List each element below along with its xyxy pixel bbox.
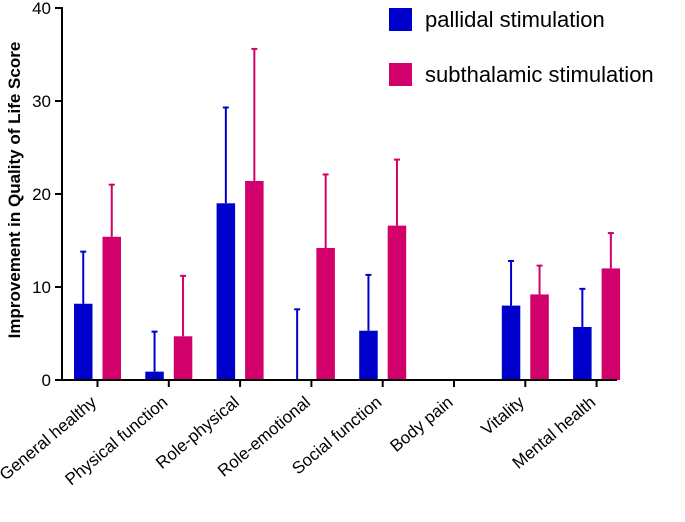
bar-subthalamic <box>316 247 335 380</box>
bar-pallidal <box>145 371 164 380</box>
bar-pallidal <box>216 203 236 380</box>
bar-subthalamic <box>387 225 407 380</box>
y-tick-label: 40 <box>32 0 51 18</box>
y-axis-title: Improvement in Quality of Life Score <box>5 42 24 339</box>
y-tick-label: 30 <box>32 92 51 111</box>
x-tick-label: Body pain <box>386 393 456 456</box>
bar-subthalamic <box>601 268 621 380</box>
bar-subthalamic <box>102 236 121 380</box>
legend-label: pallidal stimulation <box>425 7 605 32</box>
bar-pallidal <box>74 303 93 380</box>
y-ticks: 0 10 20 30 40 <box>32 0 62 390</box>
legend-swatch <box>389 8 412 31</box>
bar-subthalamic <box>245 180 264 380</box>
bar-subthalamic <box>530 294 549 380</box>
bars-layer <box>74 47 621 380</box>
x-tick-label: Vitality <box>478 392 529 439</box>
legend-swatch <box>389 63 412 86</box>
legend: pallidal stimulation subthalamic stimulat… <box>389 7 654 87</box>
y-tick-label: 10 <box>32 278 51 297</box>
bar-pallidal <box>359 330 378 380</box>
bar-pallidal <box>573 326 592 380</box>
y-tick-label: 0 <box>42 371 51 390</box>
bar-pallidal <box>501 305 521 380</box>
bar-subthalamic <box>173 336 193 380</box>
legend-label: subthalamic stimulation <box>425 62 654 87</box>
y-tick-label: 20 <box>32 185 51 204</box>
